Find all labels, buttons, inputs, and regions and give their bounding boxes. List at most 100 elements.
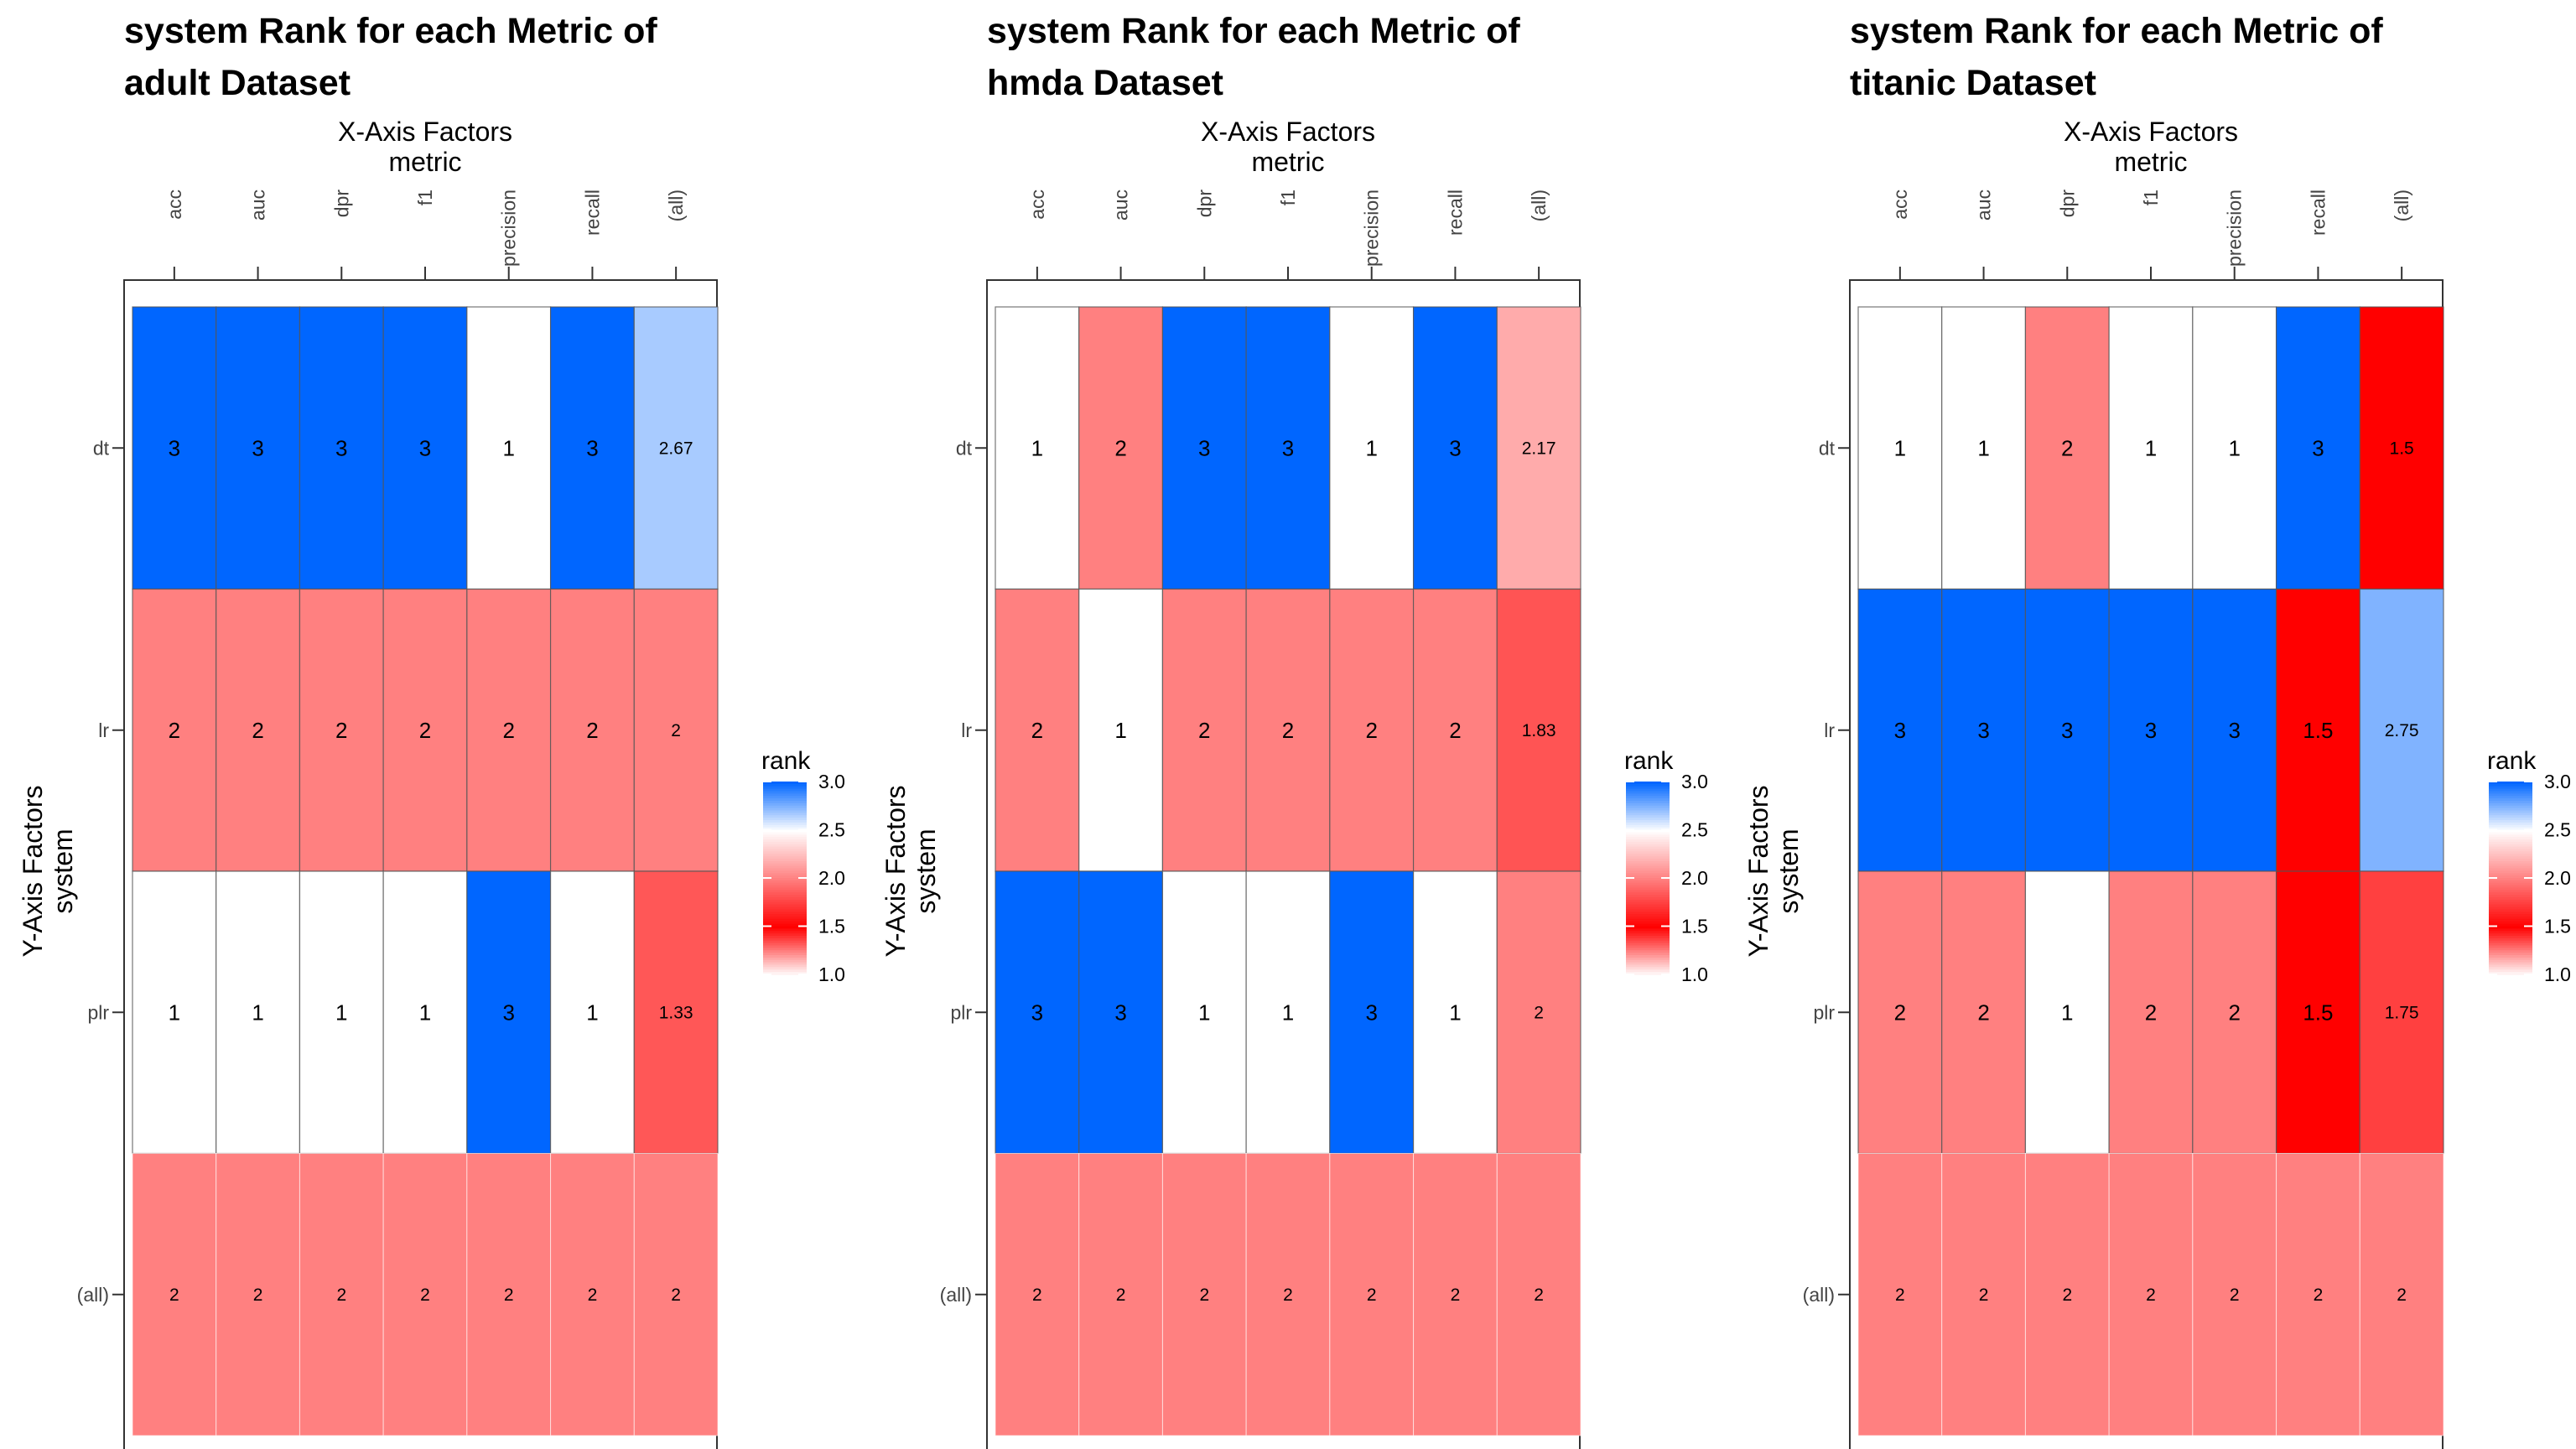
legend-gradient-step bbox=[763, 839, 807, 843]
cell-value-label: 1.33 bbox=[659, 1003, 693, 1022]
legend-gradient-step bbox=[1626, 783, 1670, 787]
cell-value-label: 2 bbox=[1534, 1285, 1544, 1305]
legend-gradient-step bbox=[2489, 917, 2532, 920]
x-tick-label: acc bbox=[1026, 190, 1048, 220]
legend-gradient-step bbox=[763, 962, 807, 966]
x-tick-label: f1 bbox=[414, 190, 436, 205]
y-tick-label: plr bbox=[87, 1001, 109, 1023]
legend-gradient-step bbox=[1626, 904, 1670, 908]
legend-gradient-step bbox=[2489, 964, 2532, 969]
legend-gradient-step bbox=[1626, 914, 1670, 917]
heatmap-cell bbox=[132, 306, 217, 590]
legend-gradient-step bbox=[763, 834, 807, 838]
legend-gradient-step bbox=[2489, 955, 2532, 958]
cell-value-label: 2 bbox=[586, 718, 598, 743]
cell-value-label: 2 bbox=[336, 1285, 346, 1305]
legend-gradient-step bbox=[763, 909, 807, 913]
legend-gradient-step bbox=[1626, 820, 1670, 823]
legend-gradient-step bbox=[2489, 940, 2532, 944]
legend-gradient-step bbox=[1626, 936, 1670, 939]
cell-value-label: 1 bbox=[502, 435, 514, 460]
legend-gradient-step bbox=[2489, 860, 2532, 865]
legend-gradient-step bbox=[763, 914, 807, 917]
x-tick-label: (all) bbox=[1528, 190, 1550, 221]
legend-gradient-step bbox=[2489, 802, 2532, 807]
legend-gradient-step bbox=[763, 885, 807, 889]
legend-gradient-step bbox=[763, 953, 807, 956]
heatmap-cell bbox=[549, 588, 635, 872]
cell-value-label: 3 bbox=[502, 1000, 514, 1025]
heatmap-cell bbox=[2024, 1153, 2110, 1436]
legend-gradient-step bbox=[2489, 926, 2532, 930]
legend-gradient-step bbox=[1626, 818, 1670, 821]
legend-gradient-step bbox=[2489, 901, 2532, 906]
heatmap-cell bbox=[216, 306, 301, 590]
legend-gradient-step bbox=[2489, 791, 2532, 795]
legend-gradient-step bbox=[763, 957, 807, 961]
legend-gradient-step bbox=[1626, 972, 1670, 975]
x-tick-label: recall bbox=[1444, 190, 1466, 236]
heatmap-cell bbox=[382, 1153, 468, 1436]
cell-value-label: 2 bbox=[1979, 1285, 1989, 1305]
x-tick-label: recall bbox=[581, 190, 603, 236]
y-tick-label: plr bbox=[950, 1001, 972, 1023]
legend-gradient-step bbox=[763, 948, 807, 952]
legend-gradient-step bbox=[2489, 890, 2532, 894]
legend-gradient-step bbox=[2489, 897, 2532, 901]
legend-gradient-step bbox=[763, 921, 807, 925]
legend-gradient-step bbox=[1626, 851, 1670, 855]
legend-gradient-step bbox=[2489, 849, 2532, 853]
legend-gradient-step bbox=[763, 841, 807, 845]
chart-title-line2: adult Dataset bbox=[124, 63, 351, 103]
cell-value-label: 2 bbox=[1114, 435, 1126, 460]
legend-gradient-step bbox=[763, 786, 807, 790]
legend-gradient-step bbox=[2489, 782, 2532, 785]
heatmap-cell bbox=[1078, 588, 1164, 872]
cell-value-label: 2 bbox=[1534, 1003, 1544, 1022]
legend-gradient-step bbox=[763, 827, 807, 831]
cell-value-label: 2 bbox=[671, 721, 681, 740]
cell-value-label: 3 bbox=[586, 435, 598, 460]
legend-gradient-step bbox=[1626, 865, 1670, 870]
heatmap-cell bbox=[1161, 870, 1247, 1155]
legend-tick-label: 2.0 bbox=[818, 867, 845, 889]
legend-gradient-step bbox=[1626, 964, 1670, 969]
cell-value-label: 2 bbox=[1198, 718, 1210, 743]
x-axis-title: X-Axis Factors bbox=[338, 117, 512, 147]
legend-gradient-step bbox=[1626, 846, 1670, 850]
x-tick-label: acc bbox=[1889, 190, 1911, 220]
legend-gradient-step bbox=[1626, 892, 1670, 896]
legend-gradient-step bbox=[763, 798, 807, 802]
legend-tick-label: 2.5 bbox=[2544, 819, 2571, 841]
legend-gradient-step bbox=[1626, 943, 1670, 947]
legend-gradient-step bbox=[763, 918, 807, 922]
cell-value-label: 2 bbox=[169, 718, 180, 743]
legend-gradient-step bbox=[2489, 815, 2532, 818]
x-tick-label: precision bbox=[1361, 190, 1383, 267]
legend-gradient-step bbox=[2489, 863, 2532, 867]
heatmap-cell bbox=[1941, 1153, 2026, 1436]
legend-gradient-step bbox=[2489, 813, 2532, 817]
legend-gradient-step bbox=[763, 808, 807, 812]
heatmap-cell bbox=[2108, 306, 2194, 590]
legend-gradient-step bbox=[2489, 844, 2532, 848]
legend-gradient-step bbox=[763, 906, 807, 911]
legend-gradient-step bbox=[1626, 868, 1670, 872]
legend-gradient-step bbox=[2489, 904, 2532, 908]
legend-gradient-step bbox=[1626, 953, 1670, 956]
y-tick-label: lr bbox=[98, 719, 109, 741]
legend-gradient-step bbox=[2489, 870, 2532, 875]
legend-gradient-step bbox=[2489, 839, 2532, 843]
heatmap-cell bbox=[2192, 588, 2277, 872]
legend-tick-label: 2.0 bbox=[1681, 867, 1708, 889]
legend-tick-label: 2.5 bbox=[818, 819, 845, 841]
legend-gradient-step bbox=[1626, 813, 1670, 817]
legend-gradient-step bbox=[1626, 959, 1670, 963]
legend-gradient-step bbox=[763, 955, 807, 958]
heatmap-cell bbox=[995, 588, 1080, 872]
legend-gradient-step bbox=[763, 969, 807, 973]
cell-value-label: 2 bbox=[253, 1285, 263, 1305]
cell-value-label: 2 bbox=[1282, 718, 1294, 743]
legend-gradient-step bbox=[763, 820, 807, 823]
